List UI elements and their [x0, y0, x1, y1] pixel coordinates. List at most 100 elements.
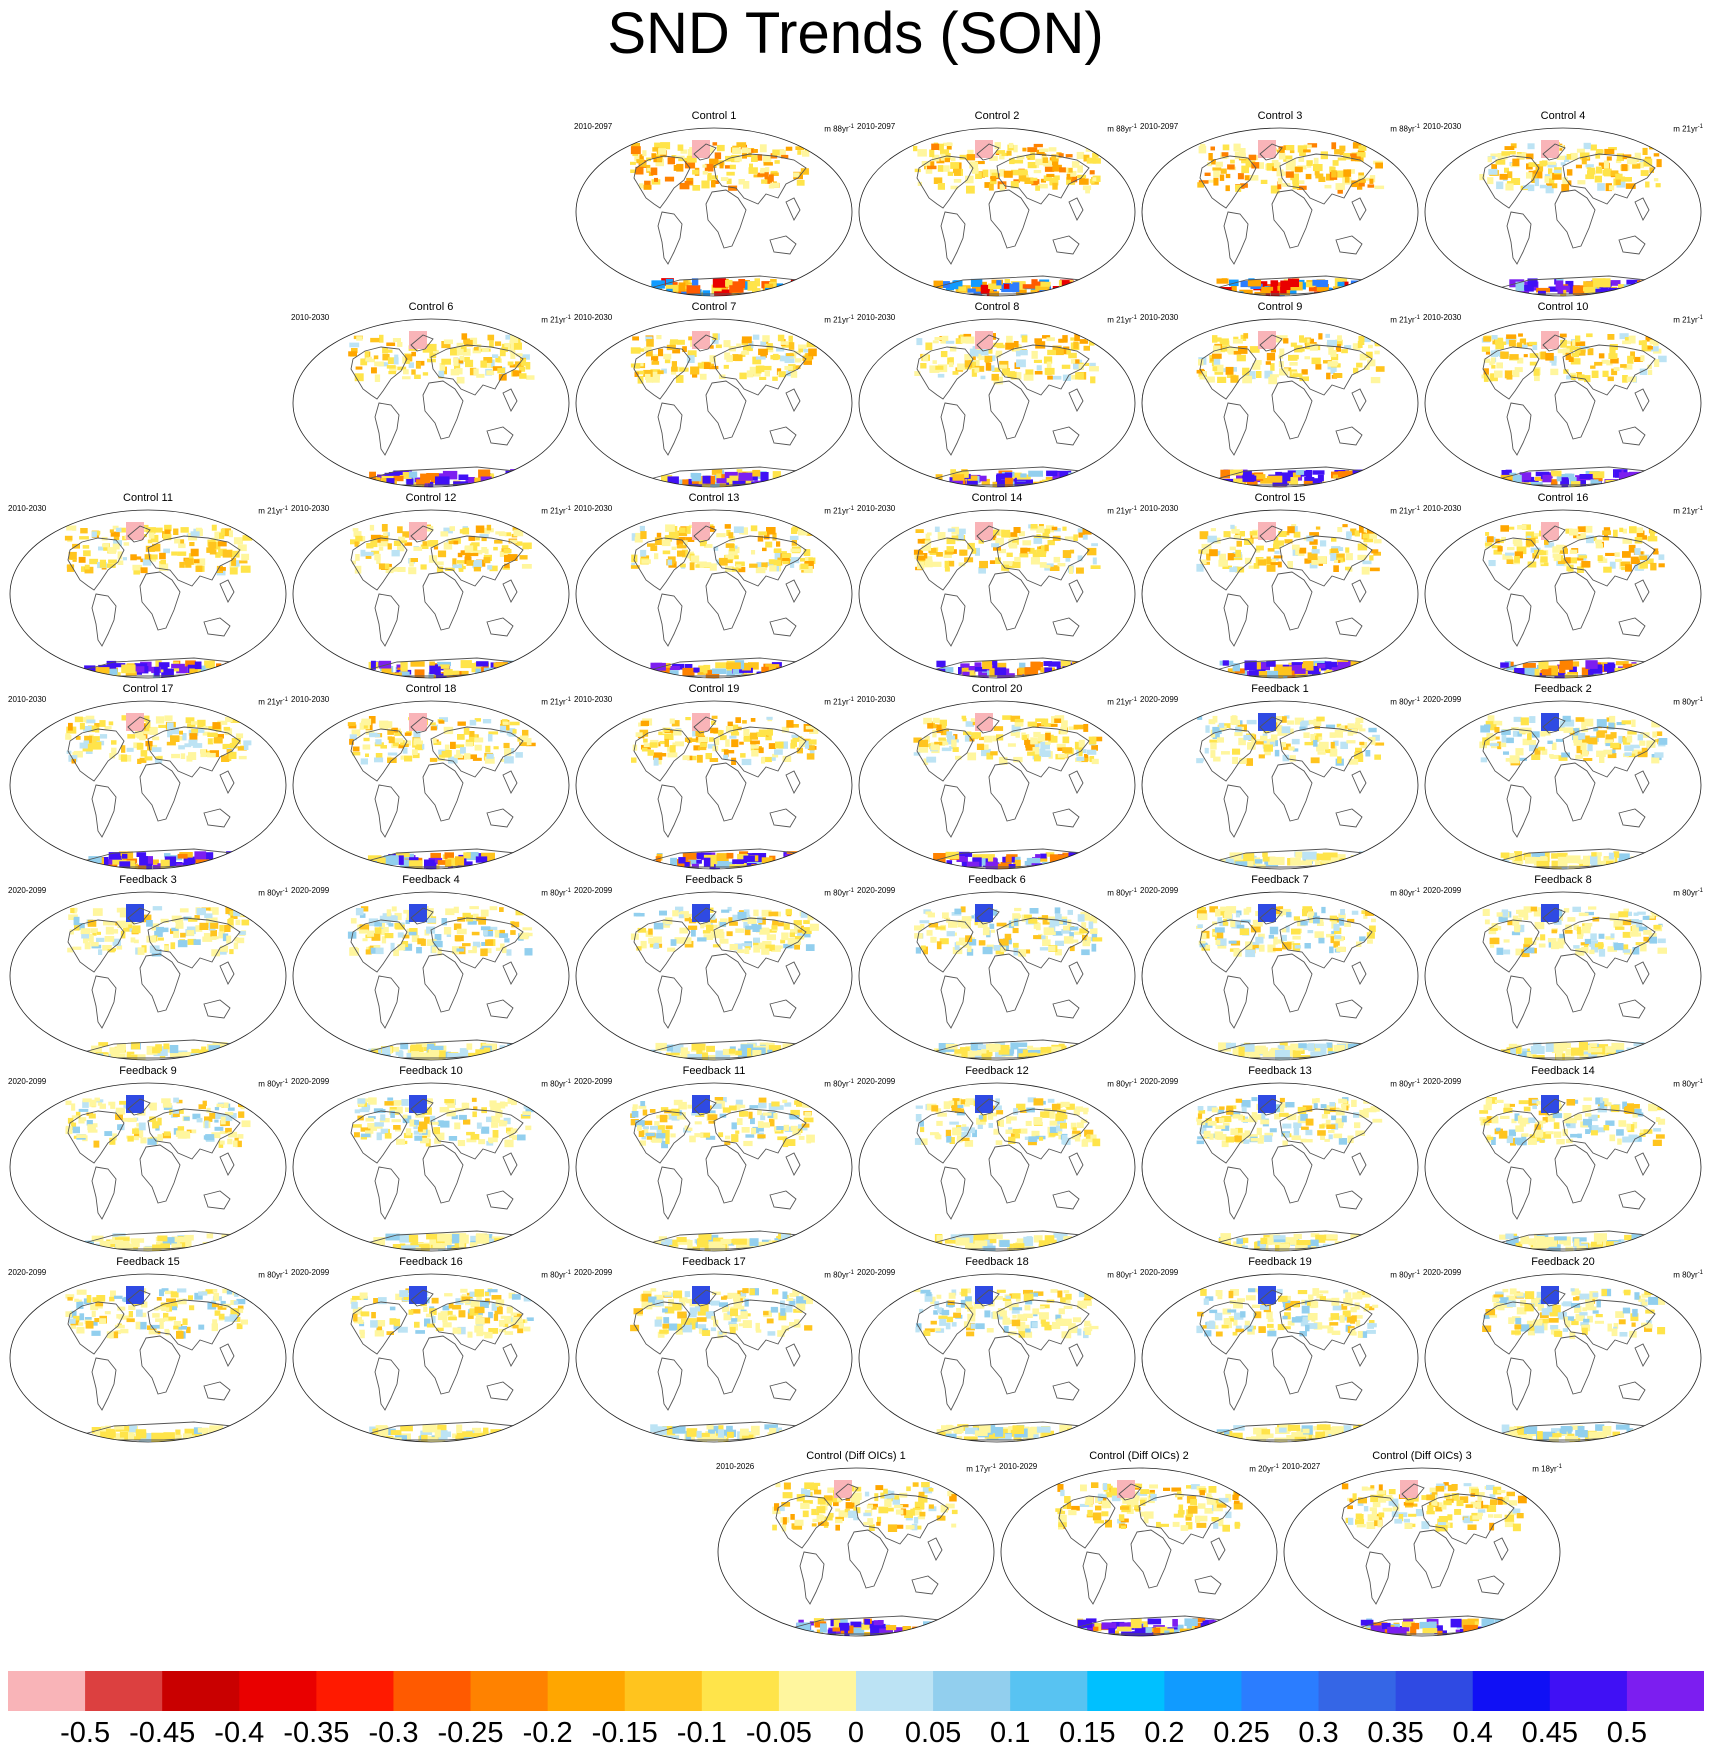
trend-cell	[453, 923, 462, 930]
coastline	[1542, 143, 1566, 161]
trend-cell	[171, 727, 179, 735]
trend-cell	[927, 165, 937, 170]
trend-cell	[208, 541, 217, 549]
trend-cell	[91, 1045, 102, 1054]
trend-cell	[1232, 663, 1240, 672]
trend-cell	[631, 757, 637, 763]
trend-cell	[414, 374, 421, 379]
trend-cell	[1013, 179, 1020, 183]
trend-cell	[442, 470, 458, 480]
trend-cell	[437, 860, 446, 865]
trend-cell	[686, 526, 691, 534]
trend-cell	[789, 535, 799, 540]
trend-cell	[940, 351, 948, 358]
trend-cell	[1024, 667, 1039, 677]
trend-cell	[1213, 170, 1220, 178]
trend-cell	[1508, 339, 1516, 347]
coastline	[430, 535, 524, 587]
trend-cell	[381, 563, 390, 570]
trend-cell	[1253, 671, 1268, 678]
world-map	[575, 700, 853, 870]
trend-cell	[714, 737, 720, 746]
trend-cell	[1562, 177, 1568, 185]
trend-cell	[1529, 361, 1538, 366]
trend-cell	[1027, 721, 1037, 727]
trend-cell	[231, 558, 237, 566]
trend-cell	[1538, 290, 1546, 296]
trend-cell	[139, 856, 148, 866]
trend-cell	[1482, 737, 1490, 746]
trend-cell	[1646, 558, 1654, 564]
trend-cell	[485, 939, 494, 946]
trend-cell	[1053, 671, 1063, 678]
trend-cell	[1057, 747, 1067, 751]
trend-cell	[1293, 531, 1301, 538]
trend-cell	[1036, 534, 1041, 541]
trend-cell	[709, 861, 720, 869]
trend-cell	[211, 524, 217, 531]
trend-cell	[349, 734, 357, 741]
trend-cell	[1235, 566, 1245, 573]
trend-cell	[933, 853, 946, 863]
trend-cell	[439, 363, 446, 371]
trend-cell	[1315, 364, 1322, 370]
trend-cell	[230, 858, 237, 868]
trend-cell	[360, 549, 366, 557]
trend-cell	[1057, 563, 1066, 567]
trend-cell	[1288, 354, 1298, 361]
trend-cell	[1647, 369, 1653, 375]
trend-cell	[1640, 355, 1645, 362]
trend-cell	[1345, 547, 1350, 553]
trend-cell	[1285, 145, 1295, 151]
trend-cell	[647, 749, 654, 756]
trend-cell	[1285, 171, 1294, 178]
trend-cell	[1559, 660, 1573, 670]
trend-cell	[1078, 739, 1085, 748]
trend-cell	[1227, 553, 1234, 561]
trend-cell	[792, 663, 806, 668]
trend-cell	[224, 667, 238, 675]
trend-cell	[1517, 732, 1522, 737]
trend-cell	[966, 666, 975, 674]
trend-cell	[1267, 548, 1275, 552]
trend-cell	[1035, 718, 1045, 722]
map-border	[292, 318, 570, 488]
trend-cell	[441, 358, 451, 365]
trend-cell	[1039, 562, 1047, 568]
trend-cell	[183, 856, 197, 863]
coastline	[147, 917, 241, 969]
trend-cell	[1294, 166, 1303, 173]
trend-cell	[796, 662, 807, 669]
trend-cell	[1225, 185, 1230, 192]
coastline	[916, 537, 974, 591]
map-border	[1141, 509, 1419, 679]
trend-cell	[224, 924, 231, 932]
trend-cell	[653, 752, 663, 760]
trend-cell	[1026, 857, 1041, 864]
panel-title: Control 6	[408, 301, 454, 313]
coastline	[769, 235, 797, 255]
trend-cell	[1069, 672, 1081, 678]
trend-cell	[385, 532, 390, 537]
trend-cell	[1277, 177, 1283, 185]
trend-cell	[691, 278, 699, 286]
trend-cell	[791, 365, 801, 369]
trend-cell	[1616, 153, 1624, 161]
trend-cell	[748, 662, 759, 670]
world-map	[1424, 318, 1702, 488]
trend-cell	[1090, 376, 1096, 384]
trend-cell	[1048, 661, 1061, 667]
trend-cell	[709, 158, 719, 165]
trend-cell	[403, 943, 413, 951]
trend-cell	[1483, 368, 1489, 375]
coastline	[1554, 762, 1596, 822]
trend-cell	[229, 949, 234, 955]
trend-cell	[1196, 758, 1203, 764]
trend-cell	[1583, 855, 1590, 866]
trend-cell	[1549, 178, 1555, 184]
coastline	[1271, 571, 1313, 631]
trend-cell	[511, 1051, 526, 1060]
trend-cell	[221, 755, 230, 762]
trend-cell	[393, 470, 403, 475]
trend-cell	[194, 729, 205, 733]
